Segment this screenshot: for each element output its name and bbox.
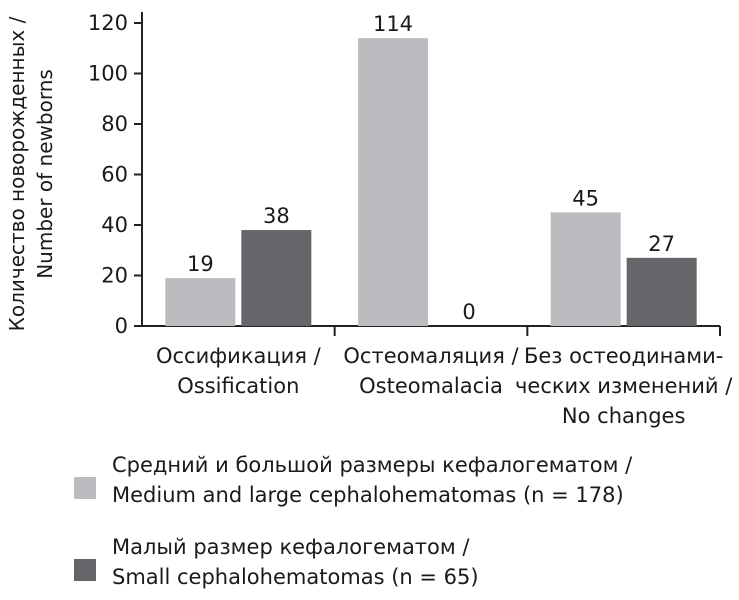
x-category-label: Оссификация / <box>156 344 322 368</box>
legend-label-line: Medium and large cephalohematomas (n = 1… <box>112 483 624 507</box>
legend-swatch-small <box>74 559 96 581</box>
x-category-label: Ossification <box>177 374 299 398</box>
y-tick-label: 60 <box>101 163 128 187</box>
legend-label-line: Малый размер кефалогематом / <box>112 535 470 559</box>
legend-label-line: Средний и большой размеры кефалогематом … <box>112 453 633 477</box>
y-axis-title: Количество новорожденных / <box>5 16 29 331</box>
legend-swatch-medium-large <box>74 477 96 499</box>
x-category-label: ческих изменений / <box>515 374 733 398</box>
bar <box>550 212 621 326</box>
y-axis-title: Number of newborns <box>33 69 57 279</box>
data-label: 27 <box>648 232 675 256</box>
x-category-label: Остеомаляция / <box>343 344 519 368</box>
bar <box>165 278 236 326</box>
y-tick-label: 100 <box>88 62 128 86</box>
y-tick-label: 40 <box>101 213 128 237</box>
bar <box>241 230 312 326</box>
bar <box>626 257 697 326</box>
y-tick-label: 20 <box>101 264 128 288</box>
x-category-label: No changes <box>562 404 685 428</box>
legend-label-line: Small cephalohematomas (n = 65) <box>112 565 479 589</box>
y-tick-label: 0 <box>115 314 128 338</box>
data-label: 114 <box>373 12 413 36</box>
bar <box>358 38 428 327</box>
data-label: 0 <box>462 300 475 324</box>
data-label: 38 <box>263 204 290 228</box>
x-category-label: Osteomalacia <box>359 374 503 398</box>
y-tick-label: 120 <box>88 11 128 35</box>
data-label: 45 <box>572 186 599 210</box>
y-tick-label: 80 <box>101 112 128 136</box>
data-label: 19 <box>187 252 214 276</box>
bar-chart: 0 20 40 60 80 100 120 19 38 Оссификация / Ossifica… <box>5 11 733 428</box>
x-category-label: Без остеодинами- <box>524 344 723 368</box>
